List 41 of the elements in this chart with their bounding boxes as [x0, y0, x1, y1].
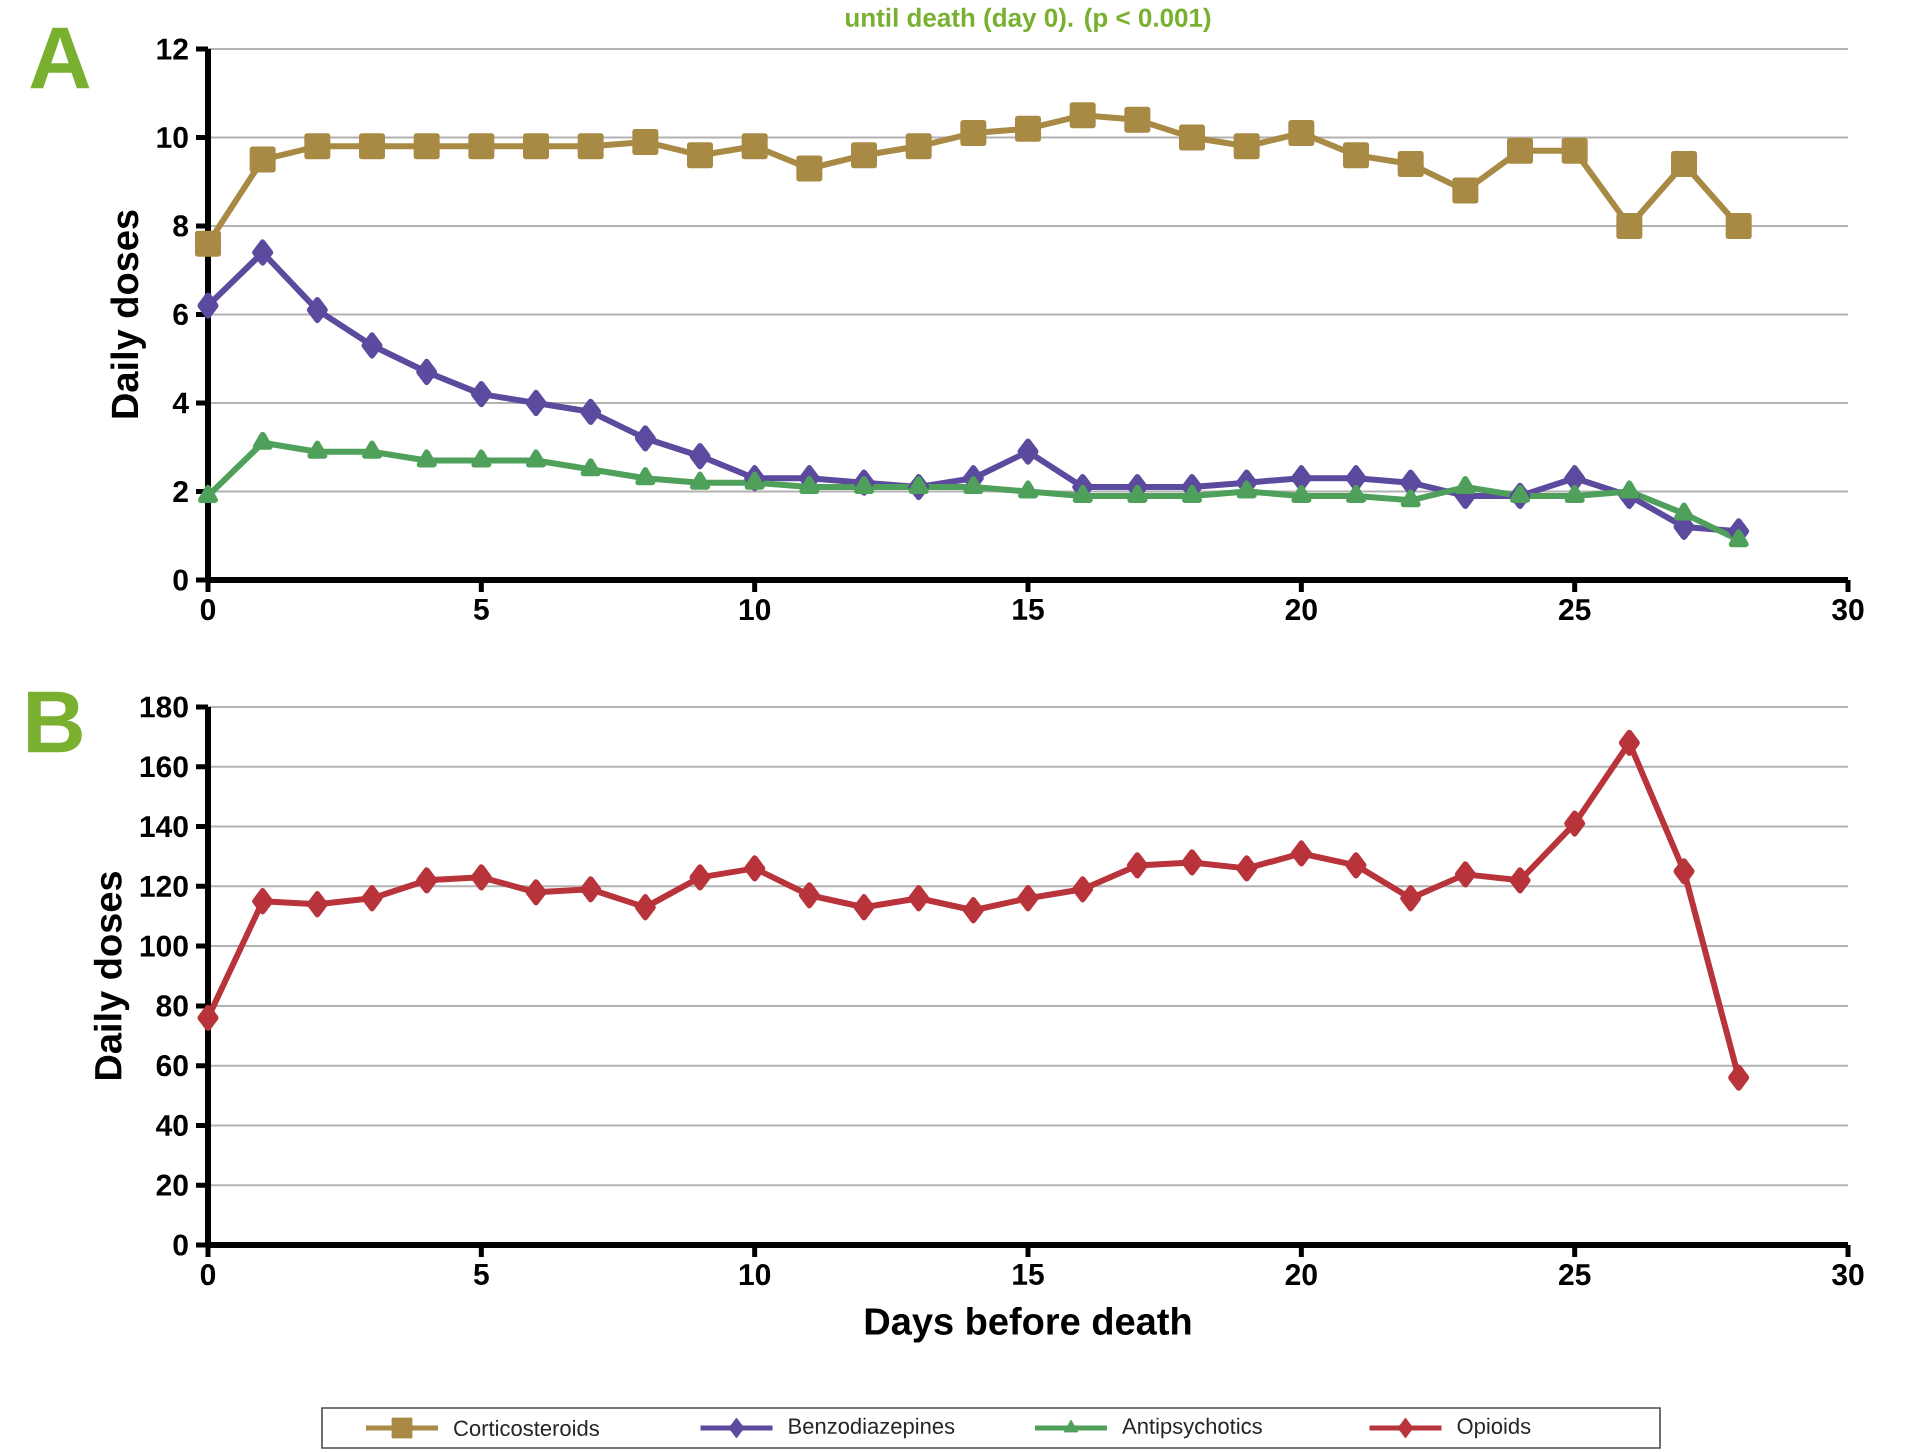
y-tick-label: 180: [140, 696, 188, 718]
y-tick-label: 10: [157, 126, 188, 149]
y-tick-label: 20: [156, 1174, 188, 1196]
x-tick-label: 5: [473, 599, 489, 620]
legend-label: Antipsychotics: [1122, 1417, 1262, 1439]
y-axis-title: Daily doses: [93, 872, 130, 1080]
y-tick-label: 40: [156, 1114, 188, 1137]
x-tick-label: 20: [1285, 1264, 1317, 1286]
x-tick-label: 30: [1832, 599, 1864, 621]
y-axis-title: Daily doses: [110, 210, 146, 418]
x-tick-label: 25: [1559, 1264, 1591, 1286]
y-tick-label: 6: [173, 303, 188, 326]
y-tick-label: 0: [173, 569, 188, 591]
y-tick-label: 60: [156, 1055, 188, 1077]
text: until death (day 0). (p < 0.001): [846, 7, 1211, 33]
x-tick-label: 15: [1013, 1264, 1044, 1285]
y-tick-label: 80: [156, 995, 188, 1017]
x-tick-label: 10: [739, 1264, 771, 1286]
x-tick-label: 25: [1559, 599, 1591, 621]
y-tick-label: 2: [173, 481, 188, 502]
y-tick-label: 0: [173, 1234, 188, 1256]
chart-title: A: [30, 27, 90, 89]
y-tick-label: 140: [140, 815, 188, 838]
legend-label: Opioids: [1457, 1417, 1531, 1439]
y-tick-label: 160: [140, 756, 188, 778]
y-tick-label: 4: [172, 392, 189, 414]
x-tick-label: 0: [200, 599, 216, 621]
x-tick-label: 30: [1832, 1264, 1864, 1286]
chart-title: B: [28, 691, 82, 753]
x-tick-label: 0: [200, 1264, 216, 1286]
x-tick-label: 10: [739, 599, 771, 621]
x-axis-title: Days before death: [865, 1307, 1191, 1343]
x-tick-label: 20: [1285, 599, 1317, 621]
y-tick-label: 120: [140, 875, 188, 897]
x-tick-label: 15: [1013, 599, 1044, 620]
legend-label: Corticosteroids: [454, 1419, 599, 1437]
legend-label: Benzodiazepines: [789, 1417, 955, 1439]
x-tick-label: 5: [473, 1264, 489, 1285]
y-tick-label: 100: [140, 935, 188, 957]
y-tick-label: 12: [157, 38, 188, 60]
y-tick-label: 8: [173, 215, 189, 237]
